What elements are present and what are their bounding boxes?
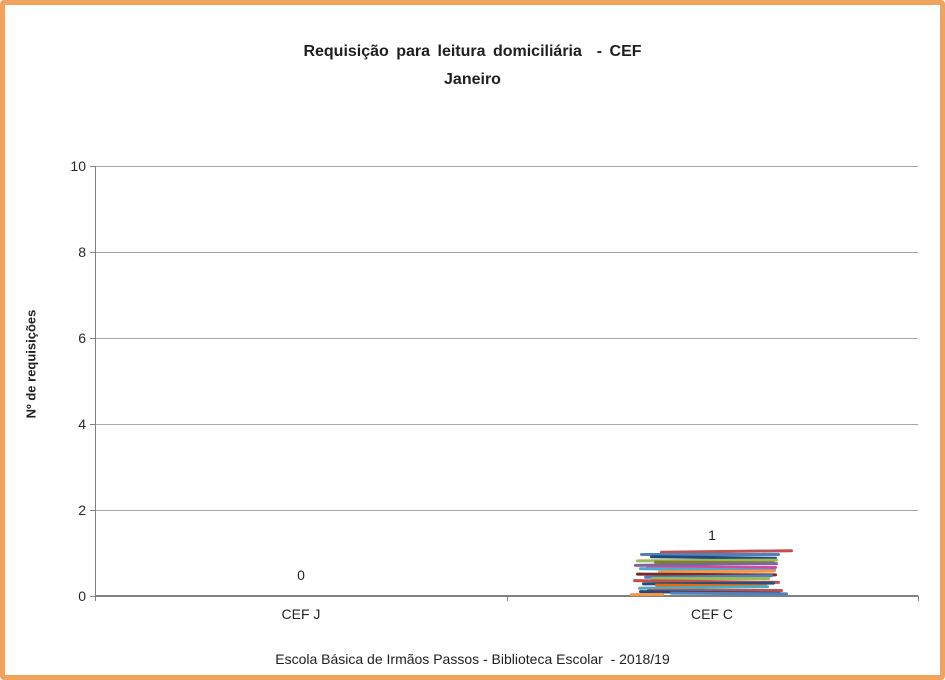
- gridline-y10: [95, 166, 918, 167]
- y-tick-label-6: 6: [78, 330, 86, 346]
- x-axis-tick-1: [506, 596, 508, 601]
- y-tick-label-2: 2: [78, 502, 86, 518]
- x-axis-category-cef-c: CEF C: [691, 606, 733, 622]
- chart-subtitle: Janeiro: [444, 71, 501, 88]
- x-axis-tick-2: [918, 596, 919, 601]
- y-tick-label-8: 8: [78, 244, 86, 260]
- y-axis-line: [95, 166, 96, 596]
- y-axis-tick-4: [90, 424, 95, 425]
- y-axis-tick-2: [90, 510, 95, 511]
- series-bar-stripe: [669, 591, 789, 596]
- x-axis-tick-0: [95, 596, 96, 601]
- gridline-y4: [95, 424, 918, 425]
- series-bar-stripe: [640, 553, 780, 556]
- y-axis-tick-6: [90, 338, 95, 339]
- y-tick-label-0: 0: [78, 588, 86, 604]
- y-tick-label-4: 4: [78, 416, 86, 432]
- y-axis-tick-10: [90, 166, 95, 167]
- y-axis-tick-8: [90, 252, 95, 253]
- series-bar-stripe: [651, 577, 770, 580]
- series-bar-stripe: [629, 592, 665, 597]
- data-label-cef-c: 1: [708, 527, 716, 543]
- y-axis-tick-0: [90, 596, 95, 597]
- bar-cluster-cef-c: [629, 549, 796, 597]
- y-tick-label-10: 10: [70, 158, 86, 174]
- gridline-y6: [95, 338, 918, 339]
- y-axis-title: Nº de requisições: [23, 309, 39, 419]
- x-axis-category-cef-j: CEF J: [281, 606, 321, 622]
- gridline-y8: [95, 252, 918, 253]
- gridline-y2: [95, 510, 918, 511]
- chart-title: Requisição para leitura domiciliária - C…: [303, 43, 642, 60]
- chart-footer: Escola Básica de Irmãos Passos - Bibliot…: [275, 651, 670, 667]
- data-label-cef-j: 0: [297, 567, 305, 583]
